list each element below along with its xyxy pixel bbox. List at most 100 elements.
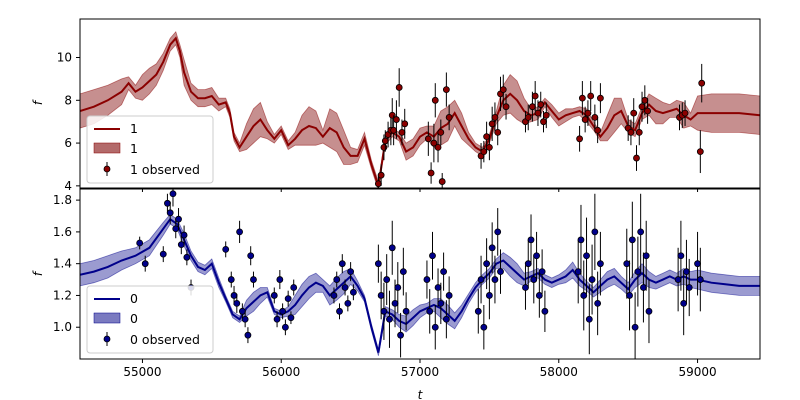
top-observed-point <box>576 135 583 143</box>
top-observed-point <box>427 169 435 177</box>
bottom-observed-point <box>527 236 535 244</box>
bottom-observed-point <box>623 260 631 268</box>
top-observed-point <box>380 143 388 151</box>
top-observed-point <box>698 79 706 87</box>
top-observed-point <box>485 143 493 151</box>
bottom-series-group <box>80 189 760 359</box>
top-observed-point <box>377 171 385 179</box>
bottom-x-tick-label: 55000 <box>123 365 161 379</box>
top-observed-point <box>578 94 586 102</box>
top-legend-box <box>86 115 214 184</box>
top-observed-point <box>534 109 542 117</box>
bottom-observed-point <box>273 315 281 323</box>
bottom-observed-point <box>583 252 590 260</box>
top-observed-point <box>393 116 400 123</box>
bottom-observed-point <box>169 190 177 198</box>
bottom-observed-point <box>241 315 249 323</box>
bottom-x-tick-label: 57000 <box>401 365 439 379</box>
bottom-x-tick-label: 59000 <box>678 365 716 379</box>
bottom-observed-point <box>626 292 633 299</box>
bottom-observed-point <box>694 260 701 268</box>
bottom-observed-point <box>597 260 604 268</box>
top-observed-point <box>597 94 604 102</box>
bottom-y-tick-label: 1.6 <box>53 225 72 239</box>
top-observed-point <box>587 92 595 100</box>
bottom-observed-point <box>535 292 543 299</box>
top-observed-point <box>540 118 547 126</box>
bottom-observed-point <box>480 323 488 331</box>
bottom-observed-point <box>175 215 182 223</box>
top-observed-point <box>374 180 382 188</box>
bottom-legend: 0 0 0 observed <box>86 285 214 354</box>
bottom-observed-point <box>491 276 499 283</box>
bottom-observed-point <box>628 236 636 244</box>
top-legend-marker-swatch <box>103 165 111 173</box>
top-y-tick-label: 4 <box>64 179 72 193</box>
top-y-tick-label: 6 <box>64 136 72 150</box>
bottom-observed-point <box>580 292 588 299</box>
bottom-legend-marker-swatch <box>103 335 111 343</box>
top-observed-point <box>502 103 510 111</box>
bottom-observed-point <box>483 260 491 268</box>
top-plot-area: 4 6 8 10 <box>57 18 761 193</box>
top-observed-point <box>445 114 453 121</box>
top-observed-point <box>633 154 640 162</box>
bottom-observed-point <box>380 307 388 315</box>
bottom-legend-band-swatch <box>93 312 121 324</box>
bottom-observed-point <box>333 276 341 283</box>
top-observed-point <box>542 111 550 119</box>
bottom-observed-point <box>677 252 685 260</box>
top-observed-point <box>584 109 592 117</box>
bottom-observed-point <box>281 323 289 331</box>
bottom-observed-point <box>680 299 688 307</box>
top-observed-point <box>434 143 442 151</box>
top-observed-point <box>641 96 649 104</box>
bottom-observed-point <box>330 292 338 299</box>
top-observed-point <box>488 120 496 128</box>
bottom-observed-point <box>585 315 593 323</box>
bottom-observed-point <box>445 292 453 299</box>
top-observed-point <box>627 128 635 136</box>
axis-labels: f f t <box>31 99 424 400</box>
bottom-observed-point <box>431 323 439 331</box>
bottom-observed-point <box>388 244 396 252</box>
bottom-x-tick-label: 58000 <box>540 365 578 379</box>
top-panel: 4 6 8 10 1 1 1 observed <box>57 18 761 193</box>
bottom-observed-point <box>141 260 149 268</box>
bottom-observed-point <box>442 315 450 323</box>
bottom-observed-point <box>530 276 538 283</box>
bottom-observed-point <box>394 284 402 291</box>
bottom-observed-point <box>172 225 180 233</box>
top-observed-point <box>395 84 403 91</box>
bottom-observed-point <box>637 228 645 236</box>
bottom-observed-point <box>594 299 602 307</box>
bottom-observed-point <box>402 307 410 315</box>
top-observed-point <box>442 86 450 93</box>
top-legend-observed-label: 1 observed <box>130 162 200 177</box>
bottom-observed-point <box>222 245 230 253</box>
bottom-observed-point <box>538 268 546 276</box>
bottom-observed-point <box>391 299 399 307</box>
top-legend: 1 1 1 observed <box>86 115 214 184</box>
bottom-observed-point <box>440 268 447 276</box>
bottom-observed-point <box>383 276 391 283</box>
top-observed-point <box>635 128 643 136</box>
bottom-y-tick-label: 1.0 <box>53 320 72 334</box>
bottom-panel: 1.0 1.2 1.4 1.6 1.8 55000 56000 57000 58000 59000… <box>53 188 761 379</box>
bottom-legend-line-label: 0 <box>130 291 138 306</box>
bottom-model-line <box>80 217 760 353</box>
bottom-observed-point <box>159 250 167 258</box>
bottom-observed-point <box>397 331 404 339</box>
bottom-observed-point <box>233 299 241 307</box>
bottom-y-tick-label: 1.2 <box>53 288 72 302</box>
bottom-observed-point <box>631 323 639 331</box>
bottom-observed-point <box>533 252 540 260</box>
top-observed-point <box>591 114 599 121</box>
bottom-y-tick-label: 1.4 <box>53 257 72 271</box>
top-observed-point <box>594 126 602 134</box>
top-series-group <box>80 30 760 188</box>
bottom-observed-point <box>279 307 287 315</box>
top-observed-point <box>529 103 536 111</box>
bottom-observed-point <box>485 292 493 299</box>
bottom-observed-point <box>429 252 436 260</box>
